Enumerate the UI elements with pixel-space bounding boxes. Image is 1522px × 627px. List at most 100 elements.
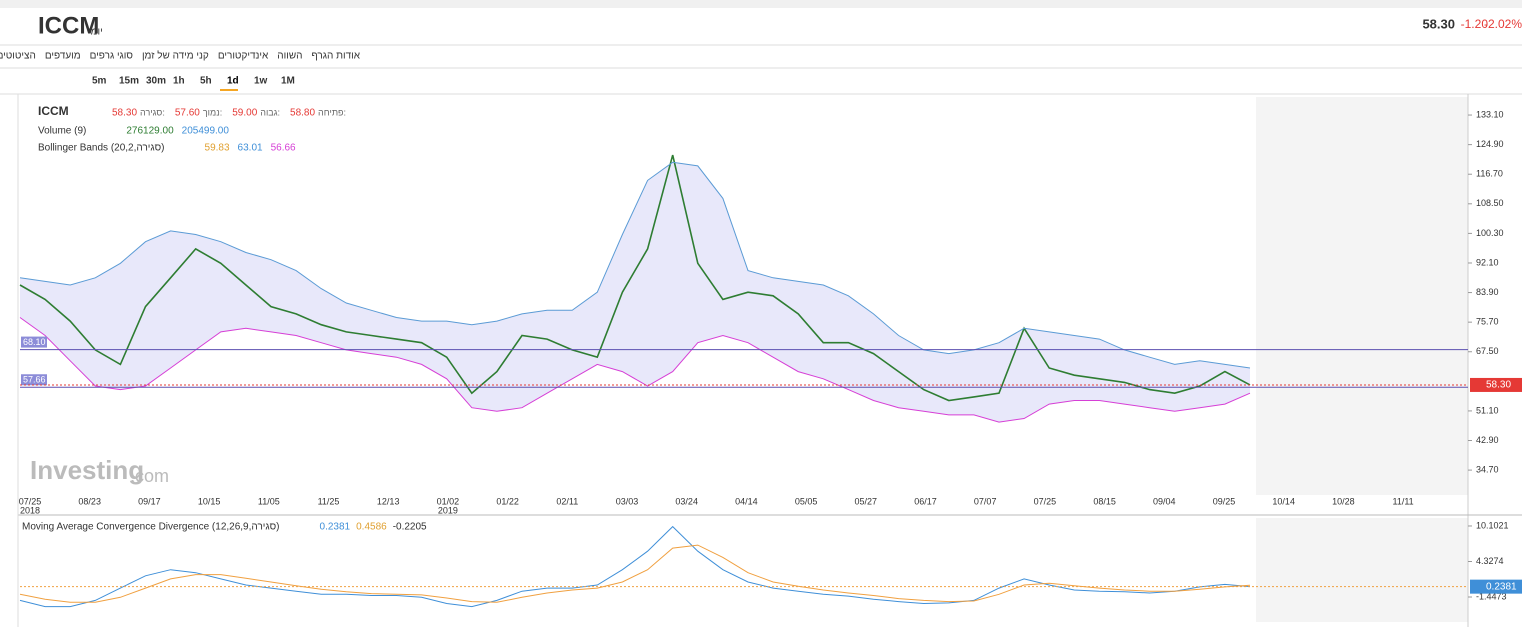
menu-item[interactable]: מועדפים [45, 51, 81, 62]
y-tick-label: 42.90 [1476, 435, 1499, 445]
last-tag-bg [1470, 579, 1522, 594]
y-tick-label: 67.50 [1476, 346, 1499, 356]
legend-label: נמוך: [203, 107, 222, 117]
legend-value: 58.80 [290, 108, 315, 119]
menu-item[interactable]: אודות הגרף [311, 51, 360, 62]
y-tick-label: 4.3274 [1476, 556, 1504, 566]
x-tick-year: 2019 [438, 505, 458, 515]
legend-value: 58.30 [112, 108, 137, 119]
legend-value: 59.83 [205, 143, 230, 154]
x-tick-label: 11/05 [258, 496, 280, 506]
legend-label: Volume (9) [38, 126, 86, 137]
band-fill [20, 162, 1250, 423]
legend-value: -0.2205 [393, 522, 427, 533]
legend-value: 57.60 [175, 108, 200, 119]
x-tick-label: 07/25 [1034, 496, 1057, 506]
legend-symbol: ICCM [38, 104, 69, 118]
legend-label: Moving Average Convergence Divergence (1… [22, 522, 280, 533]
x-tick-label: 04/14 [735, 496, 758, 506]
price-tag: 68.10 [23, 337, 46, 347]
x-tick-label: 10/14 [1272, 496, 1295, 506]
brand-suffix: .com [130, 466, 169, 486]
interval-button[interactable]: 1d [227, 76, 239, 87]
legend-value: 0.4586 [356, 522, 387, 533]
menu-item[interactable]: השווה [277, 51, 302, 62]
interval-button[interactable]: 15m [119, 76, 139, 87]
x-tick-label: 12/13 [377, 496, 400, 506]
x-tick-label: 09/25 [1213, 496, 1236, 506]
x-tick-label: 10/28 [1332, 496, 1355, 506]
y-tick-label: 116.70 [1476, 169, 1503, 179]
x-tick-label: 01/02 [437, 496, 460, 506]
y-tick-label: 75.70 [1476, 317, 1499, 327]
legend-label: סגירה: [140, 107, 165, 117]
x-tick-label: 05/05 [795, 496, 818, 506]
y-tick-label: 92.10 [1476, 257, 1499, 267]
interval-button[interactable]: 1w [254, 76, 268, 87]
top-strip [0, 0, 1522, 8]
y-tick-label: 133.10 [1476, 109, 1504, 119]
future-area [1256, 518, 1468, 622]
y-tick-label: 51.10 [1476, 405, 1499, 415]
menu-item[interactable]: קני מידה של זמן [142, 50, 209, 62]
series-line [19, 154, 1251, 402]
x-tick-year: 2018 [20, 505, 40, 515]
x-tick-label: 11/11 [1393, 496, 1414, 506]
legend-value: 56.66 [271, 143, 296, 154]
y-tick-label: 34.70 [1476, 464, 1499, 474]
x-tick-label: 03/24 [675, 496, 698, 506]
x-tick-label: 08/23 [78, 496, 101, 506]
x-tick-label: 06/17 [914, 496, 937, 506]
legend-label: פתיחה: [318, 107, 346, 117]
series-line [19, 544, 1251, 603]
price-change: -1.20 [1461, 17, 1489, 31]
series-line [19, 161, 1251, 369]
y-tick-label: 108.50 [1476, 198, 1504, 208]
x-tick-label: 11/25 [318, 496, 340, 506]
last-price: 58.30 [1422, 16, 1455, 31]
last-tag: 58.30 [1486, 380, 1511, 391]
menu-item[interactable]: הציטוטים ש [0, 51, 36, 62]
price-tag-bg [21, 374, 47, 386]
menu-item[interactable]: סוגי גרפים [90, 51, 134, 62]
y-tick-label: 10.1021 [1476, 520, 1509, 530]
series-line [19, 525, 1251, 608]
price-tag-bg [21, 336, 47, 348]
x-tick-label: 05/27 [855, 496, 878, 506]
legend-value: 59.00 [232, 108, 257, 119]
last-tag: 0.2381 [1486, 581, 1517, 592]
period: יומי [88, 27, 103, 38]
price-tag: 57.66 [23, 375, 46, 385]
symbol-title: ICCM [38, 12, 99, 39]
legend-label: גבוה: [260, 107, 280, 117]
x-tick-label: 09/17 [138, 496, 161, 506]
y-tick-label: 100.30 [1476, 228, 1504, 238]
legend-label: Bollinger Bands (20,2,סגירה) [38, 143, 165, 154]
legend-value: 63.01 [238, 143, 263, 154]
legend-value: 205499.00 [182, 126, 230, 137]
interval-button[interactable]: 30m [146, 76, 166, 87]
future-area [1256, 97, 1468, 495]
legend-value: 276129.00 [126, 126, 174, 137]
brand: Investing [30, 455, 144, 485]
x-tick-label: 03/03 [616, 496, 639, 506]
series-line [19, 317, 1251, 423]
interval-button[interactable]: 5m [92, 76, 107, 87]
y-tick-label: 124.90 [1476, 139, 1504, 149]
y-tick-label: 83.90 [1476, 287, 1499, 297]
x-tick-label: 09/04 [1153, 496, 1176, 506]
x-tick-label: 02/11 [556, 496, 578, 506]
last-tag-bg [1470, 377, 1522, 392]
menu-item[interactable]: אינדיקטורים [218, 51, 269, 62]
legend-value: 0.2381 [320, 522, 351, 533]
y-tick-label: -1.4473 [1476, 591, 1507, 601]
interval-button[interactable]: 1h [173, 76, 185, 87]
price-change-pct: -2.02% [1484, 17, 1522, 31]
interval-button[interactable]: 1M [281, 76, 295, 87]
x-tick-label: 07/25 [19, 496, 42, 506]
x-tick-label: 08/15 [1093, 496, 1116, 506]
interval-button[interactable]: 5h [200, 76, 212, 87]
x-tick-label: 10/15 [198, 496, 221, 506]
